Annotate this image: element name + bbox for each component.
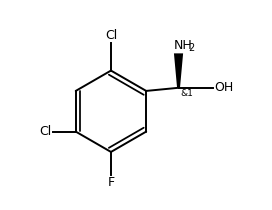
Text: Cl: Cl	[39, 125, 52, 138]
Text: &1: &1	[180, 89, 193, 98]
Polygon shape	[174, 53, 183, 88]
Text: OH: OH	[215, 81, 234, 94]
Text: F: F	[107, 176, 115, 189]
Text: NH: NH	[173, 39, 192, 52]
Text: 2: 2	[188, 43, 194, 53]
Text: Cl: Cl	[105, 29, 117, 42]
